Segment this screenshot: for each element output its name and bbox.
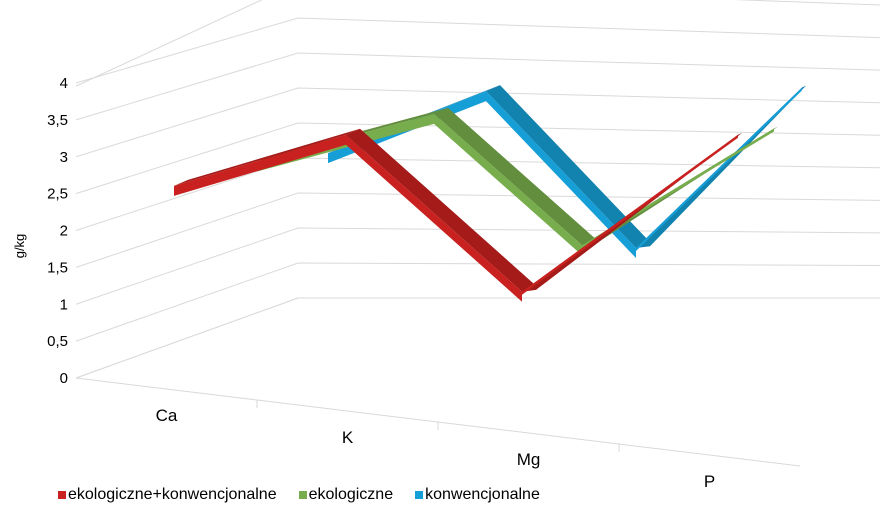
- ribbon-segment: [346, 134, 522, 302]
- gridline: [75, 0, 881, 87]
- ribbon-segment: [636, 87, 802, 252]
- gridline: [75, 52, 881, 121]
- ribbon-segment: [434, 113, 582, 256]
- legend-swatch: [58, 491, 66, 499]
- y-axis-title: g/kg: [12, 234, 27, 259]
- y-tick-label: 0,5: [47, 333, 68, 350]
- legend-label: konwencjonalne: [425, 486, 540, 503]
- gridline: [75, 227, 881, 305]
- y-tick-label: 3,5: [47, 112, 68, 129]
- y-tick-label: 2: [60, 223, 68, 240]
- category-label: Ca: [156, 406, 178, 425]
- gridline: [75, 17, 881, 84]
- legend-item: ekologiczne: [298, 486, 394, 504]
- ribbon-top-segment: [174, 128, 360, 186]
- category-label: Mg: [517, 450, 541, 469]
- legend-swatch: [298, 491, 307, 499]
- category-label: K: [342, 428, 354, 447]
- gridline: [75, 262, 881, 342]
- ribbon-top-segment: [346, 128, 536, 292]
- y-tick-label: 0: [60, 370, 68, 387]
- ribbon-segment: [486, 91, 636, 259]
- y-axis-tick-labels: 0 0,5 1 1,5 2 2,5 3 3,5 4: [47, 75, 68, 387]
- gridline: [75, 297, 880, 379]
- x-axis-category-labels: Ca K Mg P: [156, 406, 716, 491]
- floor-left-edge: [75, 297, 299, 379]
- legend: ekologiczne+konwencjonalne ekologiczne kon…: [58, 484, 562, 506]
- chart-floor: [75, 297, 801, 467]
- legend-swatch: [415, 491, 424, 499]
- gridline: [75, 192, 881, 268]
- ribbon-segment: [174, 134, 346, 196]
- series-ribbons: [174, 85, 806, 302]
- y-tick-label: 2,5: [47, 186, 68, 203]
- legend-item: ekologiczne+konwencjonalne: [58, 486, 277, 504]
- ribbon-top-segment: [486, 85, 650, 249]
- y-tick-label: 4: [60, 75, 68, 92]
- ribbon-top-segment: [434, 107, 596, 246]
- legend-item: konwencjonalne: [415, 486, 540, 504]
- gridline: [75, 122, 881, 195]
- legend-label: ekologiczne: [308, 486, 394, 503]
- category-label: P: [704, 472, 715, 491]
- y-tick-label: 3: [60, 149, 68, 166]
- gridline: [75, 157, 881, 231]
- ribbon-segment: [522, 134, 738, 295]
- legend-label: ekologiczne+konwencjonalne: [68, 486, 277, 503]
- y-tick-label: 1,5: [47, 259, 68, 276]
- ribbon-segment: [582, 128, 774, 249]
- y-tick-label: 1: [60, 296, 68, 313]
- gridline: [75, 87, 881, 158]
